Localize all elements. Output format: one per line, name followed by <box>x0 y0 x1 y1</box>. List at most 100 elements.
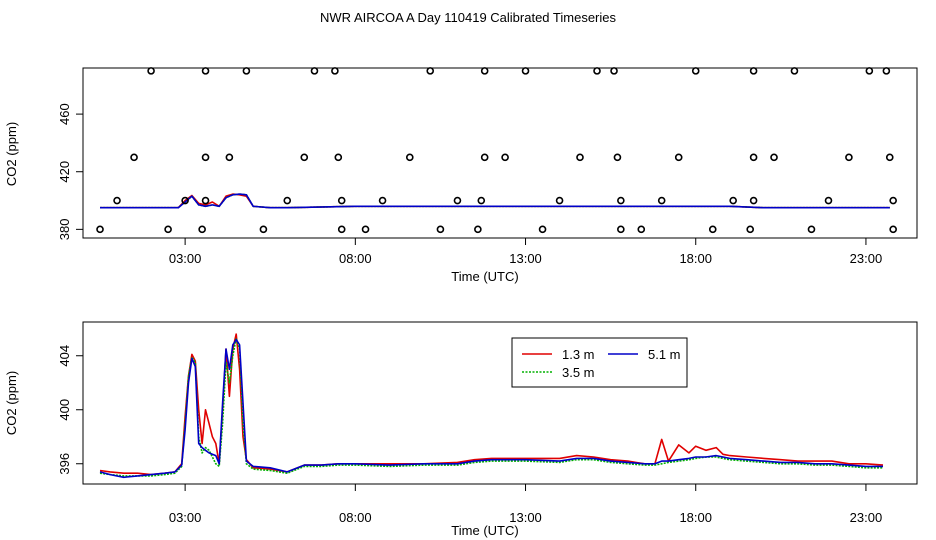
bottom-y-tick-label: 396 <box>57 453 72 475</box>
top-marker-point <box>657 196 666 205</box>
top-y-ticks: 380 420 460 <box>57 103 83 240</box>
bottom-x-tick-label: 08:00 <box>339 510 372 525</box>
bottom-panel: Time (UTC) CO2 (ppm) 03:00 08:00 13:00 18:0… <box>4 321 918 538</box>
top-marker-point <box>337 225 346 234</box>
top-marker-point <box>283 196 292 205</box>
top-marker-point <box>242 67 251 75</box>
top-marker-point <box>477 196 486 205</box>
top-marker-point <box>729 196 737 205</box>
top-marker-point <box>201 67 210 75</box>
legend-label-1-3m: 1.3 m <box>562 347 595 362</box>
top-y-tick-label: 460 <box>57 103 72 125</box>
top-marker-point <box>889 196 897 205</box>
top-marker-point <box>889 225 897 234</box>
top-marker-point <box>405 153 414 162</box>
bottom-x-tick-label: 13:00 <box>509 510 542 525</box>
top-marker-point <box>593 67 601 75</box>
top-x-axis-label: Time (UTC) <box>451 269 518 284</box>
top-marker-point <box>749 153 758 162</box>
top-marker-point <box>96 225 104 234</box>
top-plot-frame <box>82 67 918 239</box>
top-marker-point <box>790 67 799 75</box>
top-x-tick-label: 03:00 <box>169 251 202 266</box>
top-marker-point <box>555 196 564 205</box>
bottom-plot-frame <box>82 321 918 485</box>
top-marker-point <box>310 67 319 75</box>
top-marker-point <box>334 153 343 162</box>
top-marker-point <box>147 67 155 75</box>
top-marker-point <box>331 67 339 75</box>
top-marker-point <box>749 67 758 75</box>
page-title: NWR AIRCOA A Day 110419 Calibrated Times… <box>320 10 616 25</box>
bottom-x-ticks: 03:00 08:00 13:00 18:00 23:00 <box>169 484 882 525</box>
bottom-y-ticks: 396 400 404 <box>57 345 83 475</box>
top-marker-point <box>674 153 683 162</box>
top-marker-point <box>865 67 874 75</box>
bottom-y-axis-label: CO2 (ppm) <box>4 371 19 435</box>
top-marker-point <box>617 225 625 234</box>
top-marker-point <box>436 225 445 234</box>
top-marker-point <box>164 225 172 234</box>
top-marker-point <box>113 196 121 205</box>
top-marker-point <box>749 196 758 205</box>
top-marker-point <box>746 225 755 234</box>
top-marker-point <box>613 153 622 162</box>
top-y-tick-label: 420 <box>57 161 72 183</box>
top-x-tick-label: 23:00 <box>850 251 883 266</box>
top-marker-point <box>480 153 489 162</box>
top-series-group <box>100 193 890 209</box>
top-x-tick-label: 08:00 <box>339 251 372 266</box>
top-panel: Time (UTC) CO2 (ppm) 03:00 08:00 13:00 18:0… <box>4 67 918 284</box>
top-y-tick-label: 380 <box>57 219 72 241</box>
top-marker-point <box>617 196 625 205</box>
top-marker-point <box>637 225 646 234</box>
top-marker-point <box>130 153 138 162</box>
top-marker-point <box>708 225 717 234</box>
top-marker-point <box>845 153 853 162</box>
top-marker-point <box>610 67 618 75</box>
top-marker-point <box>882 67 891 75</box>
bottom-x-tick-label: 23:00 <box>850 510 883 525</box>
top-x-ticks: 03:00 08:00 13:00 18:00 23:00 <box>169 238 882 266</box>
top-marker-point <box>576 153 584 162</box>
top-marker-point <box>474 225 482 234</box>
top-marker-point <box>259 225 268 234</box>
top-marker-point <box>521 67 530 75</box>
top-marker-point <box>337 196 346 205</box>
top-marker-point <box>824 196 833 205</box>
bottom-x-tick-label: 03:00 <box>169 510 202 525</box>
top-marker-point <box>201 153 210 162</box>
top-marker-point <box>691 67 700 75</box>
top-x-tick-label: 13:00 <box>509 251 542 266</box>
bottom-x-axis-label: Time (UTC) <box>451 523 518 538</box>
top-marker-point <box>181 196 189 205</box>
legend: 1.3 m 3.5 m 5.1 m <box>511 337 688 388</box>
bottom-series-line-1-3-m <box>99 333 884 476</box>
top-marker-point <box>501 153 509 162</box>
top-marker-point <box>198 225 206 234</box>
legend-box <box>511 337 688 388</box>
top-marker-point <box>807 225 816 234</box>
top-series-line-5-1-m <box>100 193 890 209</box>
bottom-series-group <box>99 333 884 479</box>
legend-label-3-5m: 3.5 m <box>562 365 595 380</box>
top-marker-point <box>538 225 547 234</box>
top-marker-point <box>378 196 387 205</box>
top-marker-point <box>300 153 309 162</box>
bottom-y-tick-label: 404 <box>57 345 72 367</box>
legend-label-5-1m: 5.1 m <box>648 347 681 362</box>
top-marker-point <box>361 225 370 234</box>
top-marker-point <box>426 67 435 75</box>
top-marker-point <box>453 196 462 205</box>
bottom-x-tick-label: 18:00 <box>679 510 712 525</box>
top-marker-point <box>201 196 210 205</box>
top-x-tick-label: 18:00 <box>679 251 712 266</box>
top-marker-point <box>885 153 894 162</box>
bottom-series-line-5-1-m <box>99 338 883 479</box>
bottom-y-tick-label: 400 <box>57 399 72 421</box>
top-marker-point <box>225 153 234 162</box>
top-markers-group <box>96 67 897 234</box>
top-marker-point <box>480 67 489 75</box>
top-y-axis-label: CO2 (ppm) <box>4 122 19 186</box>
